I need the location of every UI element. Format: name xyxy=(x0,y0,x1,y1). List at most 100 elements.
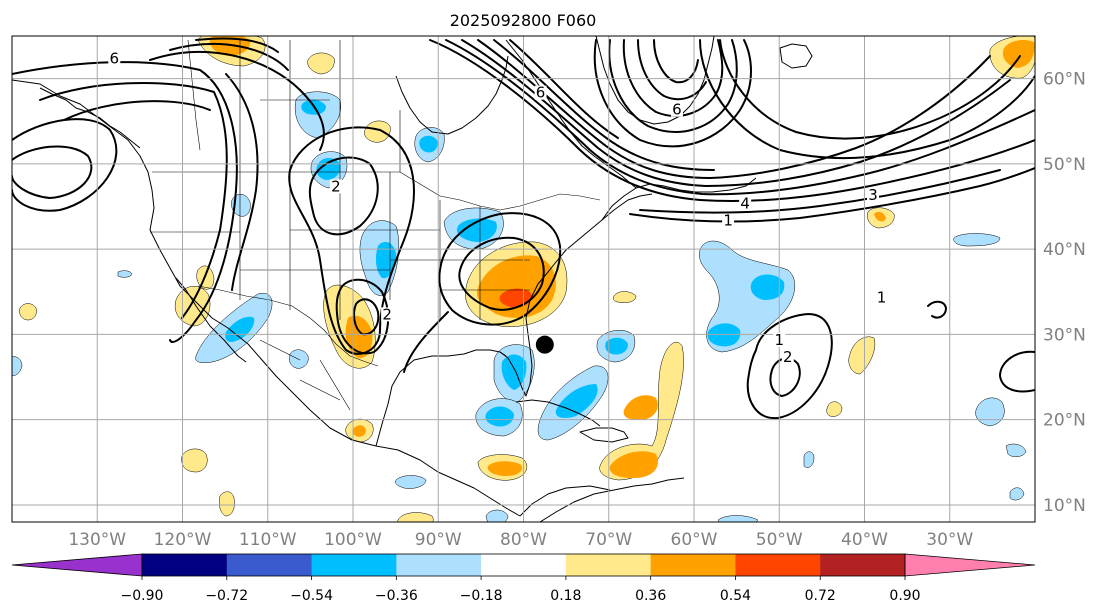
contour-greenland-low-1 xyxy=(593,39,752,148)
contour-alaska-1 xyxy=(12,61,238,343)
colorbar-label-2: −0.54 xyxy=(290,588,333,604)
plot-title: 2025092800 F060 xyxy=(450,11,597,30)
contour-label-bg-0 xyxy=(108,51,121,66)
cool-blob-atlantic-tiny-1 xyxy=(803,451,815,468)
orange-blob-gulf-mexico xyxy=(352,425,366,437)
contour-label-bg-6 xyxy=(739,196,752,211)
contour-atlantic-small xyxy=(927,300,947,319)
contour-east-trough-3 xyxy=(403,311,449,373)
lon-label-8: 50°W xyxy=(756,530,803,550)
map-frame xyxy=(11,35,1036,523)
contour-jet-outer xyxy=(629,167,1035,223)
contour-label-7: 3 xyxy=(868,186,878,204)
warm-blob-atlantic-tiny xyxy=(826,401,843,417)
warm-blob-pacific-south-2 xyxy=(219,491,235,517)
border-canada-provinces xyxy=(239,40,401,172)
colorbar-segment-2 xyxy=(311,554,397,576)
border-mexico-states xyxy=(259,339,351,411)
contour-label-9: 1 xyxy=(774,331,784,349)
cool-dark-blob-florida xyxy=(501,354,527,390)
warm-blob-pacific-south xyxy=(181,448,208,473)
contour-central-low-outer xyxy=(288,126,415,355)
contour-jet-4 xyxy=(477,39,991,179)
colorbar-segment-8 xyxy=(820,554,906,576)
contour-label-bg-5 xyxy=(722,213,735,228)
cool-dark-blob-hudson xyxy=(419,135,438,153)
contours xyxy=(12,37,1035,420)
orange-blob-southeast-us xyxy=(476,255,556,318)
contour-alaska-3 xyxy=(63,100,211,121)
border-alaska-canada xyxy=(187,39,201,151)
coastline-south-america xyxy=(539,477,685,522)
contour-jet-3 xyxy=(461,39,1011,187)
contour-label-0: 6 xyxy=(110,50,120,68)
contour-gulf-alaska-low xyxy=(12,118,118,212)
contour-label-2: 2 xyxy=(382,305,392,323)
coastline-us-east xyxy=(525,193,653,335)
contour-texas-low-inner xyxy=(353,298,380,336)
warm-blob-atlantic-mid xyxy=(848,336,876,375)
contour-label-10: 2 xyxy=(783,348,793,366)
longitude-labels: 130°W 120°W 110°W 100°W 90°W 80°W 70°W 60°W 50°W… xyxy=(68,530,973,550)
contour-label-bg-3 xyxy=(534,85,547,100)
contour-east-trough-2 xyxy=(458,236,545,311)
warm-blob-canada-west xyxy=(307,52,335,75)
cool-dark-blob-cuba xyxy=(485,406,514,427)
coastline-gulf-of-st-lawrence xyxy=(601,177,757,221)
contour-label-bg-8 xyxy=(875,290,888,305)
colorbar-segment-5 xyxy=(565,554,652,576)
latitude-labels: 60°N 50°N 40°N 30°N 20°N 10°N xyxy=(1043,70,1086,516)
colorbar: −0.90 −0.72 −0.54 −0.36 −0.18 0.18 0.36 0.54 0.7… xyxy=(11,553,1036,604)
contour-label-1: 2 xyxy=(331,177,341,195)
cool-dark-blob-bahamas xyxy=(555,384,598,418)
colorbar-label-6: 0.36 xyxy=(635,588,666,604)
colorbar-segment-1 xyxy=(226,554,313,576)
orange-blob-antilles xyxy=(623,395,658,420)
colorbar-label-5: 0.18 xyxy=(550,588,581,604)
contour-label-8: 1 xyxy=(877,288,887,306)
cool-dark-blob-great-lakes xyxy=(456,218,497,242)
contour-west-ridge-3 xyxy=(195,37,279,53)
colorbar-label-7: 0.54 xyxy=(720,588,751,604)
colorbar-segment-6 xyxy=(650,554,736,576)
coastline-north-america-pacific xyxy=(12,79,521,517)
colorbar-segment-0 xyxy=(142,554,228,576)
contour-label-3: 6 xyxy=(536,84,546,102)
cool-blob-atlantic-east xyxy=(975,397,1005,427)
marker-layer xyxy=(535,335,554,354)
cool-blob-gulf-texas xyxy=(289,349,309,369)
orange-blob-iceland xyxy=(1002,40,1035,68)
colorbar-label-0: −0.90 xyxy=(121,588,164,604)
border-us-canada xyxy=(152,171,601,211)
cool-dark-blob-atlantic-sw xyxy=(605,337,628,355)
orange-blob-caribbean xyxy=(609,451,658,478)
border-us-mexico xyxy=(197,285,379,367)
colorbar-label-4: −0.18 xyxy=(460,588,503,604)
contour-jet-2 xyxy=(445,39,1035,196)
contour-jet-5 xyxy=(493,39,715,171)
contour-greenland-low-5 xyxy=(653,39,699,84)
contour-jet-outer-2 xyxy=(639,169,1001,214)
colorbar-extend-high xyxy=(904,553,1036,577)
contour-label-bg-2 xyxy=(381,307,394,322)
coastline-alaska-islands xyxy=(39,87,141,149)
contour-west-ridge-2 xyxy=(169,43,289,71)
cool-blob-atlantic-tiny-3 xyxy=(1005,443,1027,457)
graticule xyxy=(12,36,1035,522)
warm-blob-bottom xyxy=(397,512,434,522)
contour-label-bg-1 xyxy=(329,179,342,194)
coastline-florida xyxy=(499,333,533,397)
lat-label-1: 50°N xyxy=(1043,155,1086,175)
contour-label-bg-4 xyxy=(670,102,683,117)
lon-label-3: 100°W xyxy=(324,530,382,550)
warm-blob-atlantic-small xyxy=(612,291,637,303)
lat-label-5: 10°N xyxy=(1043,496,1086,516)
coastline-baja-california xyxy=(175,277,247,363)
lat-label-2: 40°N xyxy=(1043,240,1086,260)
contour-central-low-inner xyxy=(308,156,379,236)
contour-label-bg-10 xyxy=(781,350,794,364)
contour-jet-1 xyxy=(429,39,1035,203)
